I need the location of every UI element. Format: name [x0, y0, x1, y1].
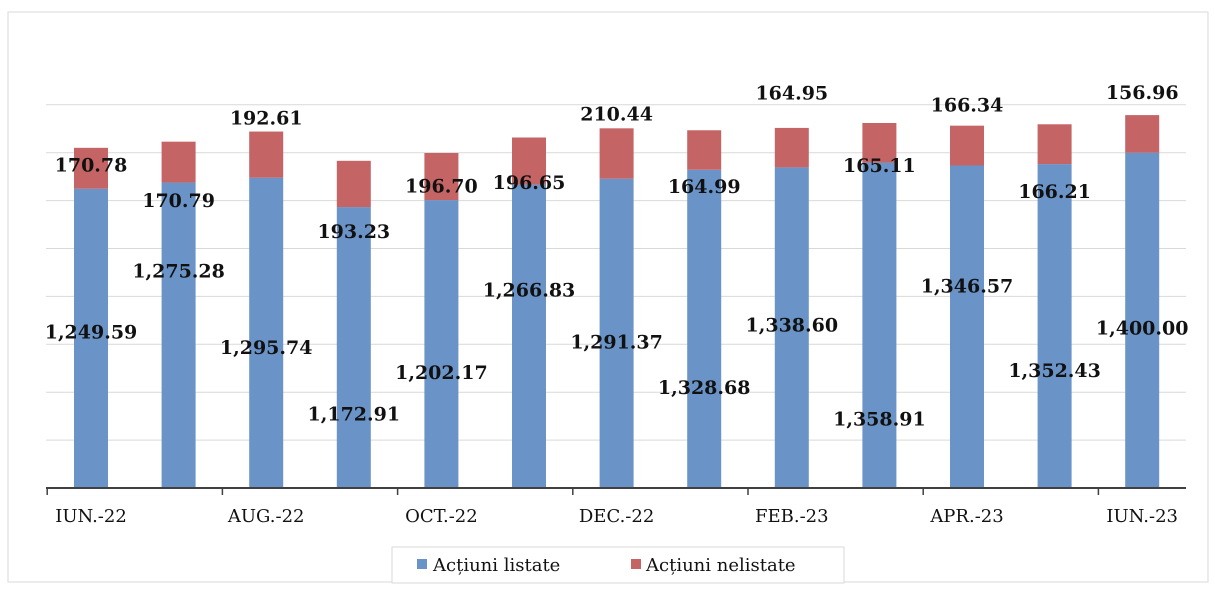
data-label-unlisted: 156.96 — [1106, 82, 1179, 104]
data-label-unlisted: 166.21 — [1018, 181, 1091, 203]
data-label-unlisted: 192.61 — [230, 108, 303, 130]
data-label-listed: 1,338.60 — [746, 315, 839, 337]
bar-listed — [774, 167, 809, 488]
data-label-listed: 1,346.57 — [921, 276, 1014, 298]
x-tick-label: DEC.-22 — [579, 506, 654, 527]
bar-unlisted — [599, 128, 634, 179]
bar-unlisted — [336, 160, 371, 208]
data-label-unlisted: 166.34 — [931, 95, 1004, 117]
bar-unlisted — [774, 127, 809, 168]
data-label-unlisted: 170.79 — [142, 190, 215, 212]
legend-swatch-listed — [417, 559, 427, 569]
x-tick-label: OCT.-22 — [405, 506, 478, 527]
bar-unlisted — [161, 141, 196, 183]
bar-unlisted — [74, 147, 108, 189]
bar-listed — [599, 178, 634, 488]
data-label-listed: 1,295.74 — [220, 337, 313, 359]
bar-listed — [862, 162, 897, 488]
x-tick-label: FEB.-23 — [755, 506, 829, 527]
data-label-unlisted: 164.99 — [668, 176, 741, 198]
bar-unlisted — [687, 130, 722, 170]
bar-listed — [512, 184, 546, 488]
data-label-unlisted: 164.95 — [755, 83, 828, 105]
bar-unlisted — [424, 152, 459, 201]
x-tick-label: IUN.-22 — [55, 506, 127, 527]
bar-unlisted — [249, 131, 284, 178]
data-label-listed: 1,328.68 — [658, 377, 751, 399]
legend-label-unlisted: Acțiuni nelistate — [645, 555, 796, 576]
bar-unlisted — [1125, 115, 1160, 153]
bar-unlisted — [950, 125, 984, 166]
x-tick-label: IUN.-23 — [1106, 506, 1178, 527]
legend-label-listed: Acțiuni listate — [432, 555, 560, 576]
bar-listed — [1037, 164, 1072, 488]
legend-box — [391, 546, 845, 584]
bar-listed — [336, 207, 371, 488]
bar-listed — [687, 169, 722, 489]
data-label-unlisted: 170.78 — [55, 154, 128, 176]
data-label-listed: 1,249.59 — [45, 321, 138, 343]
x-axis: IUN.-22 AUG.-22 OCT.-22 DEC.-22 FEB.-23 APR.-… — [46, 487, 1186, 527]
data-label-unlisted: 165.11 — [843, 155, 916, 177]
bar-unlisted — [1037, 124, 1072, 165]
legend-swatch-unlisted — [631, 559, 641, 569]
x-tick-label: AUG.-22 — [227, 506, 305, 527]
data-label-listed: 1,172.91 — [308, 404, 401, 426]
data-label-listed: 1,400.00 — [1096, 317, 1189, 339]
data-label-listed: 1,266.83 — [483, 279, 576, 301]
legend: Acțiuni listate Acțiuni nelistate — [391, 546, 845, 584]
bar-listed — [161, 182, 196, 488]
bar-listed — [424, 200, 459, 488]
data-label-listed: 1,352.43 — [1008, 360, 1101, 382]
bar-listed — [950, 165, 984, 488]
bar-listed — [1125, 152, 1160, 488]
x-tick-label: APR.-23 — [929, 506, 1003, 527]
bar-unlisted — [862, 122, 897, 163]
bar-listed — [74, 188, 108, 488]
data-label-unlisted: 196.70 — [405, 176, 478, 198]
data-label-listed: 1,291.37 — [570, 331, 663, 353]
bar-unlisted — [512, 137, 546, 185]
data-label-unlisted: 210.44 — [580, 104, 653, 126]
data-label-listed: 1,202.17 — [395, 362, 488, 384]
data-label-unlisted: 193.23 — [317, 221, 390, 243]
bars — [74, 115, 1160, 489]
data-label-listed: 1,358.91 — [833, 408, 926, 430]
data-label-listed: 1,275.28 — [132, 260, 225, 282]
data-labels: 1,249.59 170.78 1,275.28 170.79 1,295.74 192.… — [45, 82, 1189, 430]
data-label-unlisted: 196.65 — [493, 172, 566, 194]
bar-listed — [249, 177, 284, 488]
